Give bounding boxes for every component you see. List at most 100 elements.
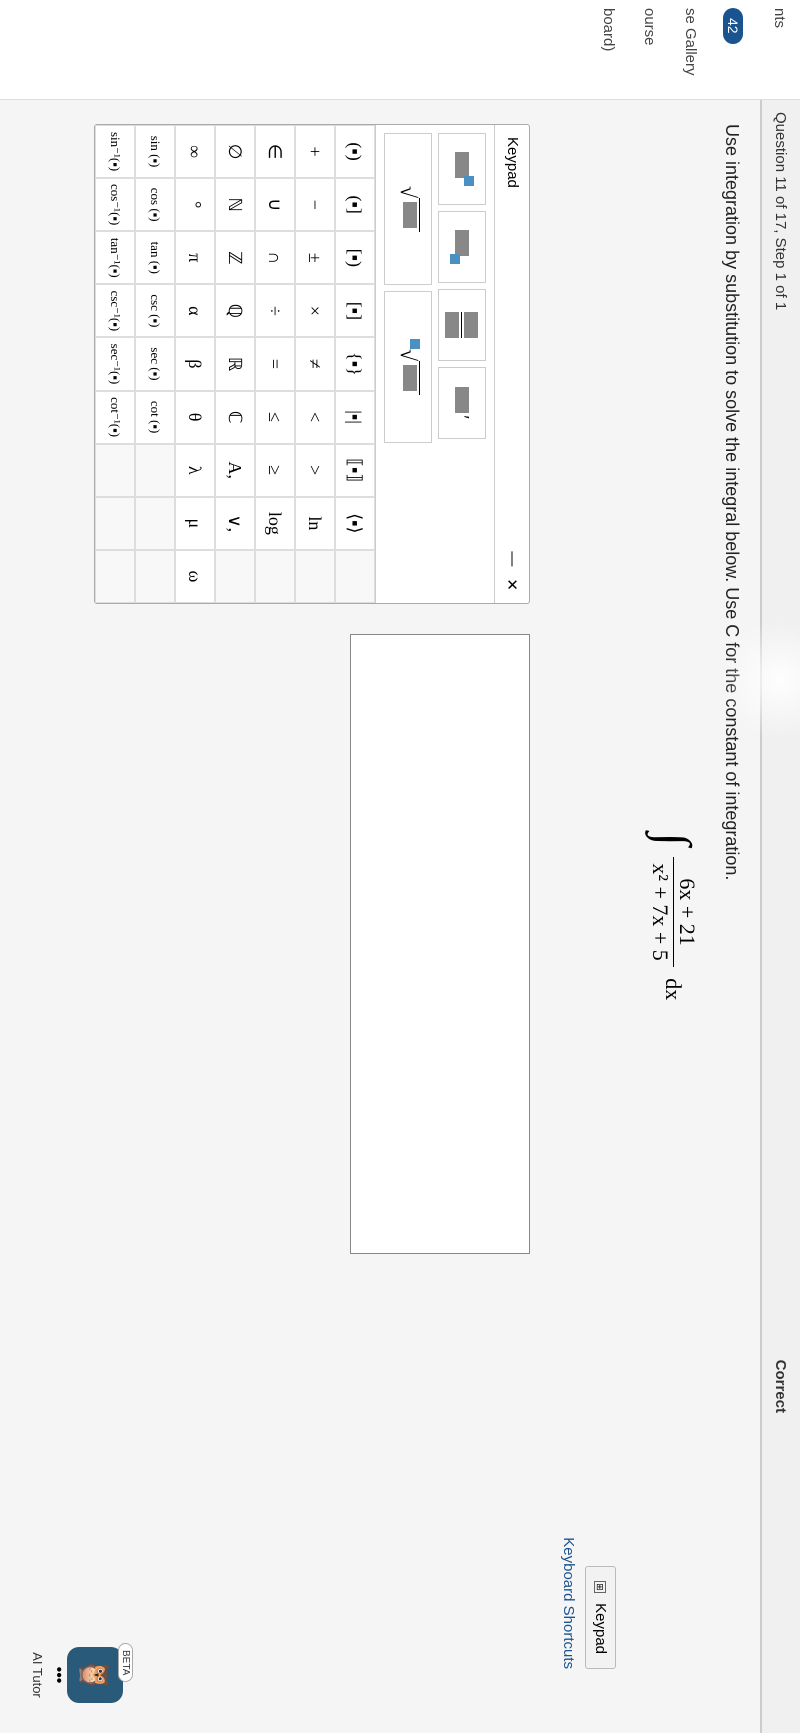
main-content: Question 11 of 17, Step 1 of 1 Correct U… (0, 100, 800, 1733)
keypad-key[interactable]: ℝ (215, 337, 255, 390)
status-correct: Correct (773, 1360, 790, 1413)
keypad-key[interactable]: ω (175, 550, 215, 603)
sidebar-item: 42 (711, 0, 759, 99)
keypad-key[interactable]: μ (175, 497, 215, 550)
sidebar-item[interactable]: ourse (629, 0, 670, 99)
keypad-key[interactable]: ± (295, 231, 335, 284)
keypad-key[interactable]: cos (▪) (135, 178, 175, 231)
keypad-key[interactable]: ≠ (295, 337, 335, 390)
keypad-key[interactable]: |▪| (335, 391, 375, 444)
keypad-button[interactable]: ⊞ Keypad (585, 1566, 616, 1669)
instruction-text: Use integration by substitution to solve… (721, 124, 742, 1709)
keypad-key[interactable]: cot (▪) (135, 391, 175, 444)
keypad-key[interactable]: sec⁻¹(▪) (95, 337, 135, 390)
keypad-key[interactable]: λ (175, 444, 215, 497)
topbar: Question 11 of 17, Step 1 of 1 Correct (760, 100, 800, 1733)
integral-sign-icon: ∫ (646, 833, 701, 846)
keypad-key[interactable]: ℕ (215, 178, 255, 231)
keypad-key[interactable]: cos⁻¹(▪) (95, 178, 135, 231)
keypad-key[interactable]: π (175, 231, 215, 284)
ai-tutor-label: AI Tutor (30, 1647, 45, 1703)
keypad-key (335, 550, 375, 603)
keypad-key[interactable]: [▪) (335, 231, 375, 284)
template-exponent[interactable] (438, 133, 486, 205)
ai-tutor-icon[interactable]: BETA 🦉 (67, 1647, 123, 1703)
keypad-key[interactable]: ℂ (215, 391, 255, 444)
keypad-key[interactable]: > (295, 444, 335, 497)
template-nthroot[interactable]: √ (384, 291, 432, 443)
keypad-key[interactable]: ℤ (215, 231, 255, 284)
keypad-key[interactable]: csc (▪) (135, 284, 175, 337)
keypad-key[interactable]: csc⁻¹(▪) (95, 284, 135, 337)
keypad-key[interactable]: (▪) (335, 125, 375, 178)
keypad-key[interactable]: ≤ (255, 391, 295, 444)
keypad-key[interactable]: ∩ (255, 231, 295, 284)
keypad-key[interactable]: log (255, 497, 295, 550)
keypad-button-label: Keypad (592, 1603, 609, 1654)
keypad-key (135, 550, 175, 603)
keypad-title: Keypad (503, 137, 521, 188)
template-prime[interactable]: ′ (438, 367, 486, 439)
keypad-key[interactable]: ∨, (215, 497, 255, 550)
keypad-key[interactable]: ° (175, 178, 215, 231)
keypad-key[interactable]: ⟦▪⟧ (335, 444, 375, 497)
keypad-icon: ⊞ (594, 1581, 606, 1593)
keypad-key (135, 444, 175, 497)
keypad-key[interactable]: {▪} (335, 337, 375, 390)
close-icon[interactable]: ✕ (503, 578, 521, 591)
keypad-key (295, 550, 335, 603)
keypad-key[interactable]: sin (▪) (135, 125, 175, 178)
keypad-key (255, 550, 295, 603)
keypad-key[interactable]: tan (▪) (135, 231, 175, 284)
keypad-key[interactable]: β (175, 337, 215, 390)
keypad-key[interactable]: < (295, 391, 335, 444)
keypad-key[interactable]: (▪] (335, 178, 375, 231)
answer-input[interactable] (350, 634, 530, 1254)
ai-tutor-dots: ••• (49, 1647, 67, 1703)
keypad-key[interactable]: θ (175, 391, 215, 444)
keypad-key[interactable]: = (255, 337, 295, 390)
question-area: Use integration by substitution to solve… (542, 100, 760, 1733)
keypad-grid: (▪)(▪][▪)[▪]{▪}|▪|⟦▪⟧⟨▪⟩ +−±×≠<>ln ∈∪∩÷=≤≥… (95, 125, 376, 603)
beta-badge: BETA (118, 1643, 133, 1682)
keypad-key[interactable]: cot⁻¹(▪) (95, 391, 135, 444)
keypad-key[interactable]: ∪ (255, 178, 295, 231)
sidebar-item[interactable]: board) (588, 0, 629, 99)
integral-numerator: 6x + 21 (673, 857, 700, 966)
keypad-key[interactable]: ℚ (215, 284, 255, 337)
ai-tutor[interactable]: BETA 🦉 ••• AI Tutor (30, 1647, 123, 1703)
template-sqrt[interactable]: √ (384, 133, 432, 285)
keypad-key[interactable]: ÷ (255, 284, 295, 337)
question-title: Question 11 of 17, Step 1 of 1 (773, 112, 790, 310)
keypad-key[interactable]: [▪] (335, 284, 375, 337)
keypad-key (135, 497, 175, 550)
keypad-key[interactable]: A, (215, 444, 255, 497)
keypad-key[interactable]: ≥ (255, 444, 295, 497)
keypad-key[interactable]: sin⁻¹(▪) (95, 125, 135, 178)
sidebar-item[interactable]: nts (759, 0, 800, 99)
keypad-key[interactable]: × (295, 284, 335, 337)
keypad-key[interactable]: ⟨▪⟩ (335, 497, 375, 550)
keypad-key[interactable]: + (295, 125, 335, 178)
keypad-key[interactable]: ∅ (215, 125, 255, 178)
minimize-icon[interactable]: — (503, 551, 521, 566)
keypad-key (95, 550, 135, 603)
keypad-key[interactable]: α (175, 284, 215, 337)
keypad-header: Keypad — ✕ (494, 125, 529, 603)
keypad-key[interactable]: ln (295, 497, 335, 550)
keypad-key[interactable]: ∞ (175, 125, 215, 178)
keypad-panel: Keypad — ✕ (94, 124, 530, 604)
keypad-key (95, 497, 135, 550)
keyboard-shortcuts-link[interactable]: Keyboard Shortcuts (560, 164, 577, 1669)
template-subscript[interactable] (438, 211, 486, 283)
keypad-key[interactable]: − (295, 178, 335, 231)
keypad-key[interactable]: ∈ (255, 125, 295, 178)
keypad-key (215, 550, 255, 603)
sidebar-badge: 42 (723, 8, 743, 44)
keypad-key[interactable]: tan⁻¹(▪) (95, 231, 135, 284)
integral-dx: dx (662, 978, 687, 1000)
sidebar-item[interactable]: se Gallery (670, 0, 711, 99)
keypad-key[interactable]: sec (▪) (135, 337, 175, 390)
template-fraction[interactable] (438, 289, 486, 361)
integral-denominator: x² + 7x + 5 (647, 857, 673, 966)
